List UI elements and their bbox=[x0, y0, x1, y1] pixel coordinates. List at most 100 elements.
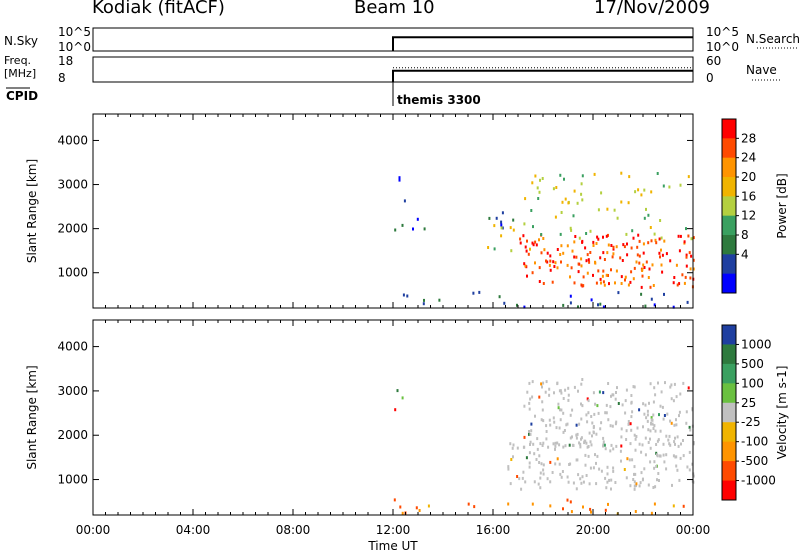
power-echo-cell bbox=[611, 255, 614, 259]
velocity-echo-cell bbox=[590, 415, 593, 418]
power-echo-cell bbox=[534, 261, 536, 265]
power-echo-cell bbox=[615, 269, 618, 273]
velocity-echo-cell bbox=[688, 425, 691, 429]
velocity-echo-cell bbox=[633, 472, 635, 476]
power-echo-cell bbox=[592, 240, 595, 244]
power-echo-cell bbox=[566, 244, 569, 248]
velocity-echo-cell bbox=[538, 454, 541, 458]
power-echo-cell bbox=[627, 201, 630, 205]
power-echo-cell bbox=[685, 227, 687, 231]
velocity-echo-cell bbox=[673, 382, 676, 386]
velocity-echo-cell bbox=[556, 457, 559, 461]
velocity-echo-cell bbox=[567, 393, 570, 397]
velocity-echo-cell bbox=[620, 444, 623, 448]
velocity-echo-cell bbox=[658, 479, 660, 482]
power-echo-cell bbox=[605, 234, 608, 238]
velocity-echo-cell bbox=[631, 410, 634, 414]
power-echo-cell bbox=[563, 177, 565, 181]
velocity-echo-cell bbox=[538, 461, 541, 464]
velocity-echo-cell bbox=[536, 437, 539, 441]
power-echo-cell bbox=[601, 274, 604, 278]
velocity-echo-cell bbox=[542, 472, 545, 476]
velocity-echo-cell bbox=[539, 471, 542, 475]
velocity-echo-cell bbox=[633, 385, 636, 389]
velocity-echo-cell bbox=[588, 482, 591, 486]
velocity-echo-cell bbox=[548, 393, 551, 397]
velocity-echo-cell bbox=[530, 429, 533, 433]
power-echo-cell bbox=[559, 253, 562, 256]
velocity-echo-cell bbox=[662, 417, 665, 421]
velocity-echo-cell bbox=[562, 445, 565, 449]
velocity-colorbar-swatch bbox=[722, 402, 736, 423]
velocity-colorbar-label: -500 bbox=[741, 454, 768, 468]
velocity-echo-cell bbox=[605, 486, 608, 490]
velocity-echo-cell bbox=[646, 419, 649, 423]
velocity-echo-cell bbox=[586, 397, 589, 401]
velocity-echo-cell bbox=[580, 402, 582, 406]
power-echo-cell bbox=[630, 246, 633, 250]
velocity-echo-cell bbox=[516, 446, 519, 450]
freq-unit-label: [MHz] bbox=[4, 67, 36, 80]
velocity-echo-cell bbox=[679, 392, 682, 396]
velocity-echo-cell bbox=[541, 408, 544, 412]
velocity-echo-cell bbox=[599, 427, 602, 431]
velocity-echo-cell bbox=[620, 427, 623, 431]
power-echo-cell bbox=[647, 241, 650, 245]
velocity-echo-cell bbox=[415, 506, 418, 510]
velocity-echo-cell bbox=[649, 446, 652, 450]
velocity-echo-cell bbox=[641, 443, 644, 447]
velocity-echo-cell bbox=[540, 382, 543, 386]
power-echo-cell bbox=[602, 235, 604, 239]
velocity-echo-cell bbox=[643, 467, 646, 471]
power-echo-cell bbox=[629, 280, 632, 284]
power-echo-cell bbox=[635, 260, 638, 264]
velocity-echo-cell bbox=[657, 472, 660, 475]
velocity-echo-cell bbox=[608, 478, 611, 482]
velocity-echo-cell bbox=[394, 408, 397, 412]
power-echo-cell bbox=[602, 269, 605, 273]
velocity-echo-cell bbox=[612, 393, 615, 397]
power-echo-cell bbox=[560, 244, 563, 248]
velocity-echo-cell bbox=[588, 431, 591, 435]
velocity-echo-cell bbox=[533, 480, 536, 484]
velocity-echo-cell bbox=[558, 426, 561, 430]
velocity-echo-cell bbox=[541, 400, 544, 404]
velocity-echo-cell bbox=[585, 474, 588, 477]
velocity-echo-cell bbox=[549, 423, 552, 427]
power-echo-cell bbox=[692, 236, 695, 240]
power-echo-cell bbox=[531, 181, 534, 185]
power-echo-cell bbox=[663, 239, 666, 243]
power-echo-cell bbox=[599, 302, 602, 306]
power-echo-cell bbox=[509, 226, 512, 230]
power-echo-cell bbox=[672, 281, 675, 285]
velocity-echo-cell bbox=[647, 441, 650, 444]
power-echo-cell bbox=[566, 263, 569, 267]
power-echo-cell bbox=[564, 197, 567, 201]
velocity-echo-cell bbox=[591, 421, 594, 425]
velocity-echo-cell bbox=[633, 480, 636, 484]
velocity-echo-cell bbox=[660, 390, 663, 394]
power-echo-cell bbox=[685, 253, 688, 257]
velocity-echo-cell bbox=[657, 381, 659, 385]
velocity-echo-cell bbox=[560, 475, 563, 479]
velocity-echo-cell bbox=[559, 472, 562, 476]
velocity-echo-cell bbox=[563, 429, 566, 432]
power-echo-cell bbox=[403, 199, 406, 203]
power-echo-cell bbox=[526, 239, 528, 243]
power-echo-cell bbox=[572, 214, 575, 218]
velocity-colorbar-swatch bbox=[722, 422, 736, 443]
power-echo-cell bbox=[623, 245, 626, 249]
power-echo-cell bbox=[423, 227, 426, 231]
velocity-echo-cell bbox=[576, 432, 579, 436]
power-echo-cell bbox=[580, 257, 583, 261]
power-y-axis-label: Slant Range [km] bbox=[25, 159, 39, 263]
velocity-echo-cell bbox=[614, 397, 617, 401]
velocity-echo-cell bbox=[539, 476, 542, 480]
velocity-echo-cell bbox=[656, 478, 658, 482]
power-echo-cell bbox=[620, 200, 623, 204]
power-y-tick-label: 1000 bbox=[57, 266, 88, 280]
velocity-echo-cell bbox=[531, 395, 534, 399]
power-colorbar-swatch bbox=[722, 138, 736, 159]
velocity-echo-cell bbox=[542, 463, 545, 467]
velocity-echo-cell bbox=[580, 382, 583, 386]
